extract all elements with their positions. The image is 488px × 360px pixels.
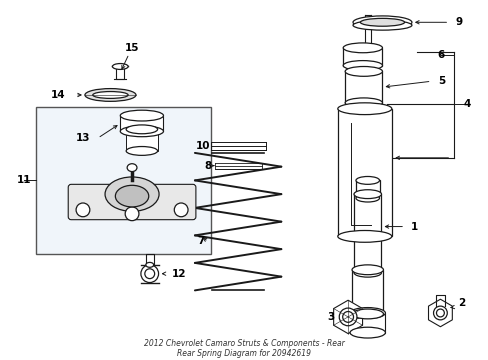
Text: 5: 5 <box>437 76 444 86</box>
Ellipse shape <box>76 203 90 217</box>
Text: 2: 2 <box>457 298 465 308</box>
Bar <box>338 109 391 237</box>
Ellipse shape <box>352 20 411 30</box>
Ellipse shape <box>120 110 163 121</box>
Bar <box>126 129 157 151</box>
Ellipse shape <box>342 311 353 322</box>
Ellipse shape <box>141 265 158 283</box>
Polygon shape <box>427 299 451 327</box>
Ellipse shape <box>125 207 139 221</box>
Text: 4: 4 <box>462 99 469 109</box>
Bar <box>343 48 382 66</box>
Bar <box>349 313 385 333</box>
Ellipse shape <box>174 203 188 217</box>
Text: 7: 7 <box>197 236 204 246</box>
Ellipse shape <box>349 307 385 318</box>
Ellipse shape <box>436 309 444 317</box>
Ellipse shape <box>112 64 128 69</box>
Ellipse shape <box>126 147 157 156</box>
Ellipse shape <box>337 230 391 242</box>
Text: 14: 14 <box>51 90 65 100</box>
Text: 15: 15 <box>124 43 139 53</box>
Bar <box>351 270 383 314</box>
Bar <box>353 194 381 273</box>
Ellipse shape <box>355 194 379 202</box>
Ellipse shape <box>352 16 411 29</box>
FancyBboxPatch shape <box>68 184 196 220</box>
Bar <box>345 71 382 103</box>
Ellipse shape <box>339 308 356 326</box>
Ellipse shape <box>144 269 154 279</box>
Text: 3: 3 <box>327 312 334 322</box>
Text: 12: 12 <box>172 269 186 279</box>
Bar <box>120 116 163 131</box>
Ellipse shape <box>105 177 159 211</box>
Text: 6: 6 <box>437 50 444 60</box>
Text: 10: 10 <box>195 141 209 151</box>
Ellipse shape <box>351 265 383 275</box>
Text: 2012 Chevrolet Camaro Struts & Components - Rear
Rear Spring Diagram for 2094261: 2012 Chevrolet Camaro Struts & Component… <box>143 339 344 358</box>
Bar <box>36 107 210 254</box>
Ellipse shape <box>126 125 157 134</box>
Ellipse shape <box>127 164 137 172</box>
Text: 11: 11 <box>17 175 31 185</box>
Ellipse shape <box>145 262 153 267</box>
Text: 13: 13 <box>76 133 90 143</box>
Ellipse shape <box>85 89 136 102</box>
Bar <box>355 180 379 198</box>
Ellipse shape <box>345 67 382 76</box>
Ellipse shape <box>360 18 404 26</box>
Ellipse shape <box>351 309 383 319</box>
Ellipse shape <box>345 98 382 108</box>
Polygon shape <box>333 300 362 334</box>
Text: 1: 1 <box>410 221 418 231</box>
Ellipse shape <box>343 60 382 71</box>
Ellipse shape <box>93 91 128 98</box>
Ellipse shape <box>355 176 379 184</box>
Text: 9: 9 <box>455 17 462 27</box>
Ellipse shape <box>337 103 391 114</box>
Ellipse shape <box>120 126 163 137</box>
Ellipse shape <box>353 268 381 277</box>
Ellipse shape <box>433 306 447 320</box>
Text: 8: 8 <box>203 161 211 171</box>
Ellipse shape <box>349 327 385 338</box>
Ellipse shape <box>343 43 382 53</box>
Ellipse shape <box>353 190 381 199</box>
Ellipse shape <box>115 185 148 207</box>
